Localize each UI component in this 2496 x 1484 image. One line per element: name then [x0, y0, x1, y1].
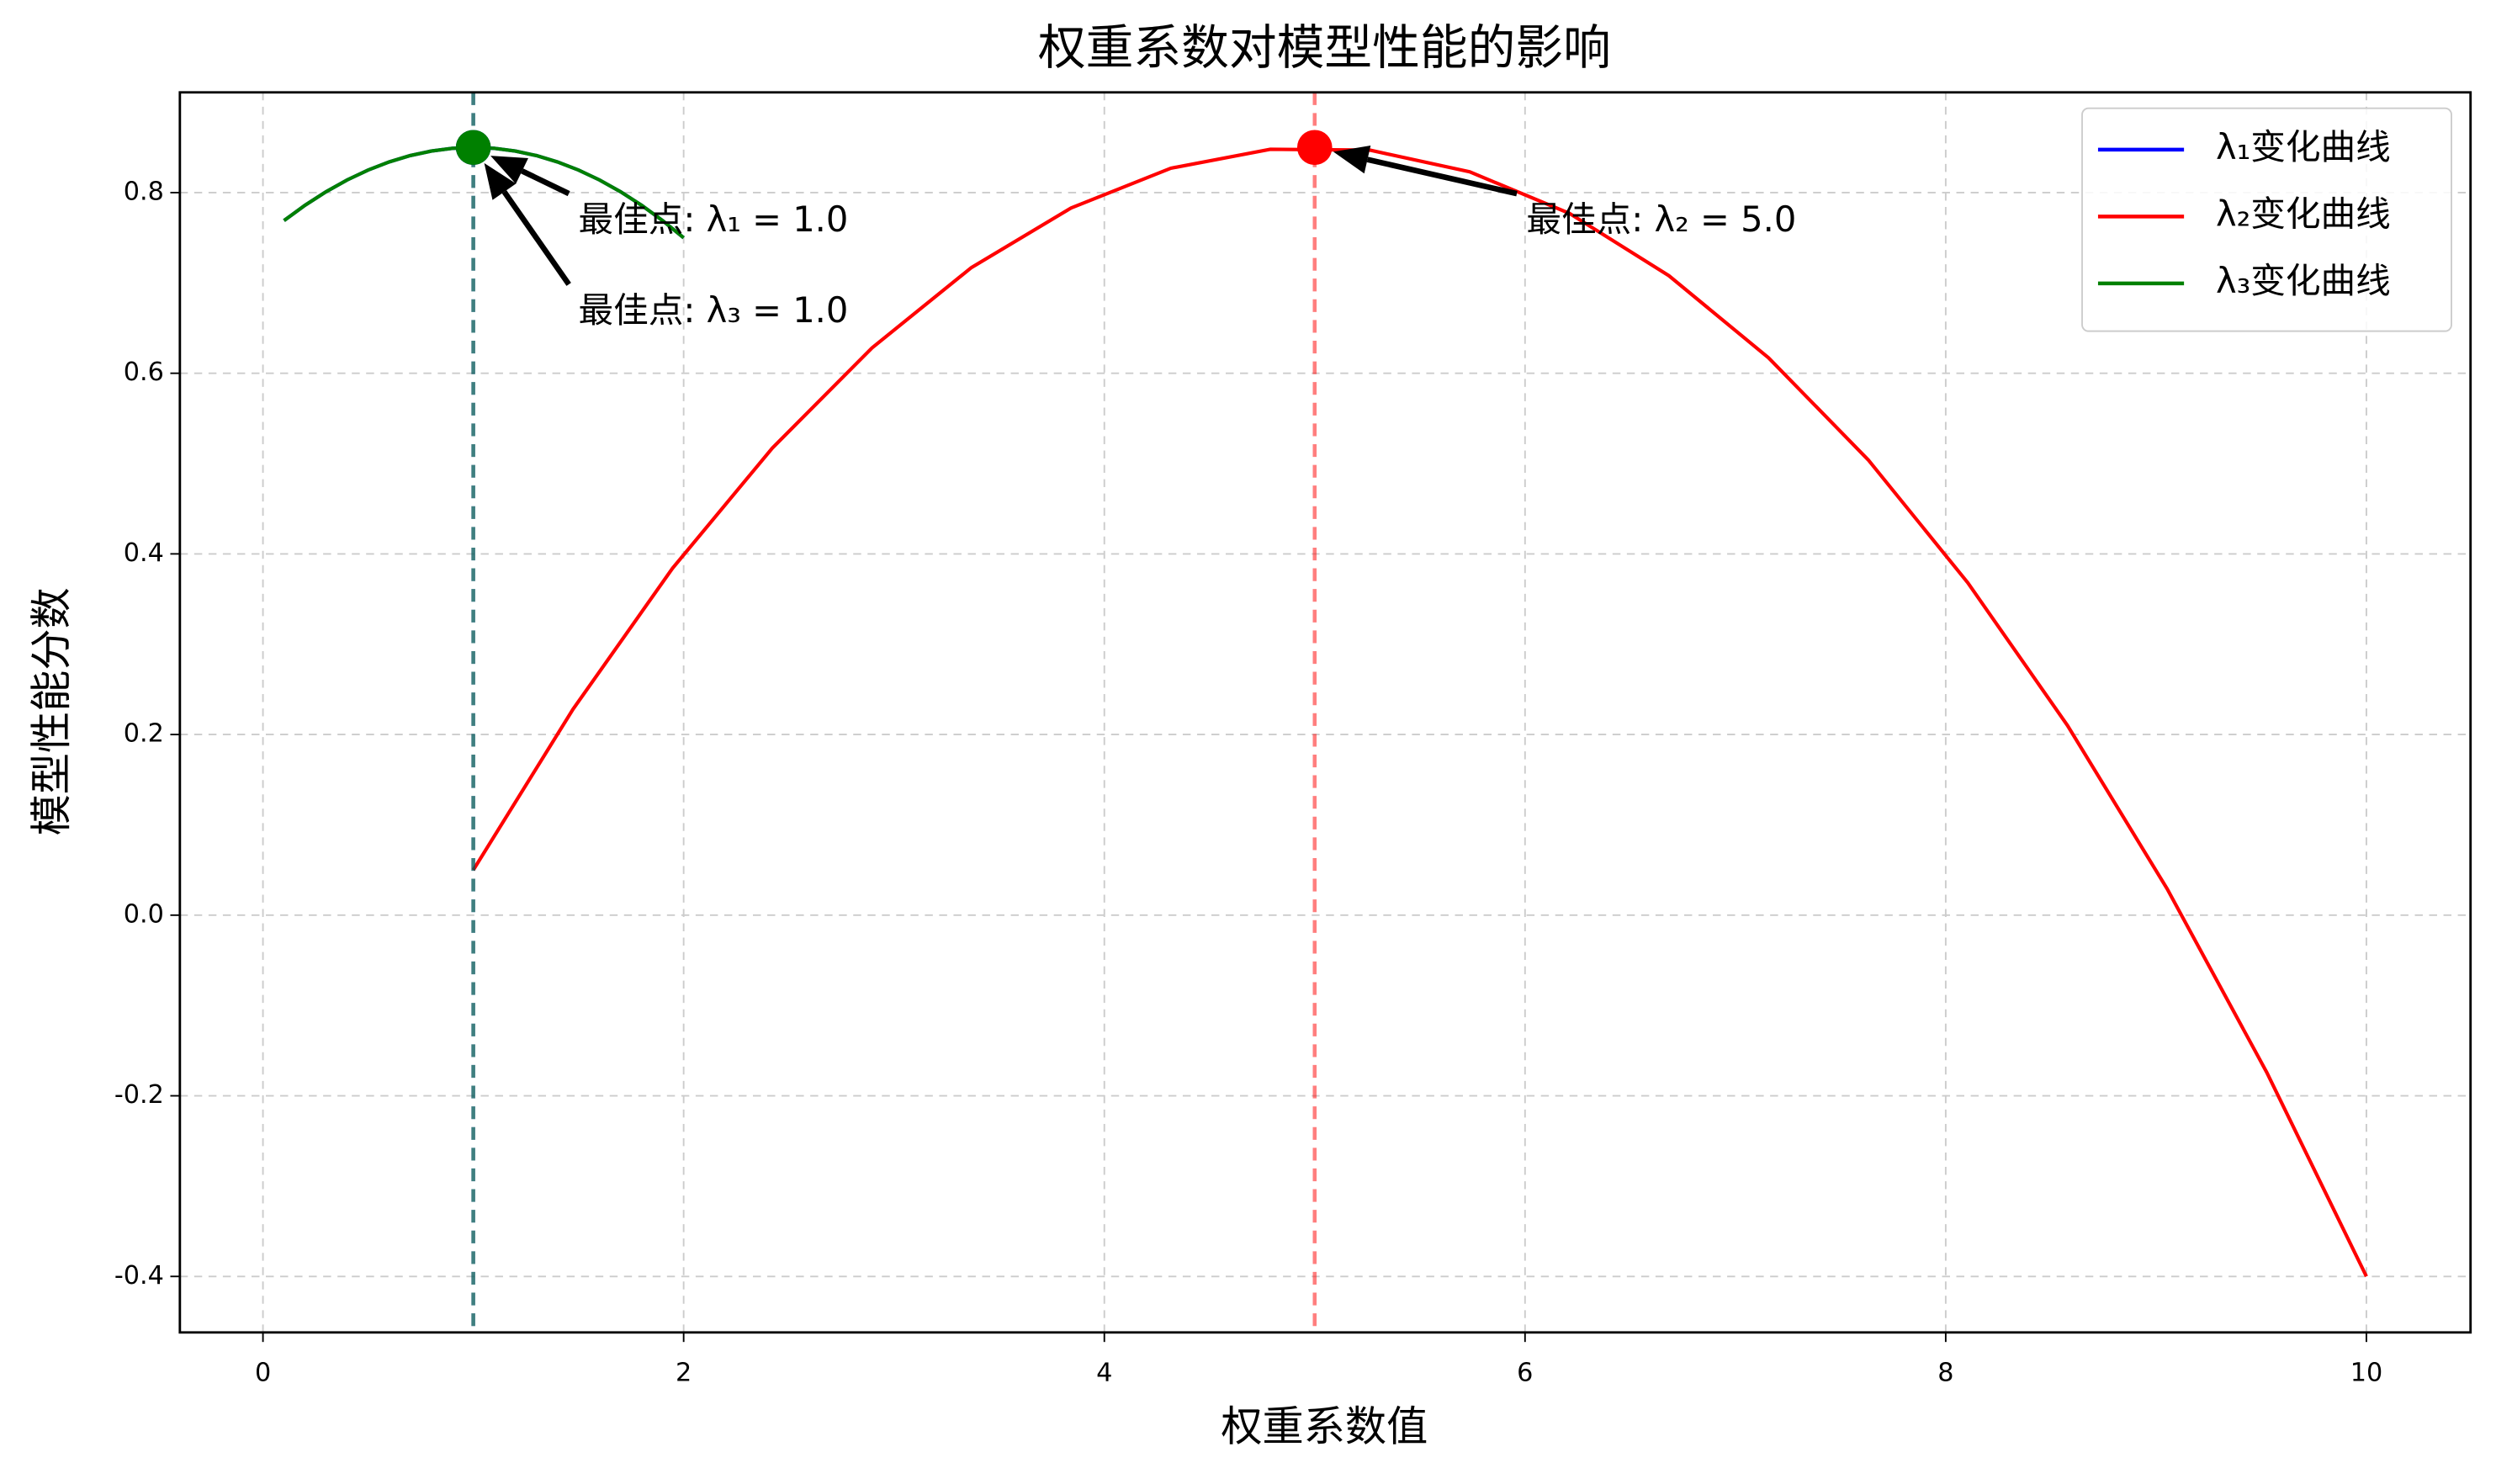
plot-frame: [178, 91, 2472, 1334]
y-tick-label: 0.0: [124, 899, 164, 929]
x-tick-label: 8: [1937, 1359, 1953, 1388]
legend-label: λ₃变化曲线: [2216, 260, 2391, 301]
y-tick-label: -0.4: [114, 1261, 164, 1291]
x-tick-label: 6: [1517, 1359, 1533, 1388]
x-tick-label: 2: [676, 1359, 692, 1388]
best-marker: [1296, 130, 1333, 166]
legend-label: λ₂变化曲线: [2216, 193, 2391, 234]
x-tick-label: 4: [1096, 1359, 1112, 1388]
legend-box: [2081, 107, 2452, 332]
line-series: [471, 147, 2368, 1278]
annotation-text: 最佳点: λ₁ = 1.0: [579, 199, 849, 240]
chart-title: 权重系数对模型性能的影响: [1038, 20, 1611, 76]
annotation-text: 最佳点: λ₃ = 1.0: [579, 289, 849, 331]
arrow-shaft: [1366, 156, 1518, 197]
y-tick-label: 0.6: [124, 358, 164, 387]
arrow-head: [490, 156, 528, 184]
y-axis-label: 模型性能分数: [27, 587, 76, 835]
y-tick-label: 0.2: [124, 719, 164, 749]
arrow-shaft: [501, 190, 571, 286]
legend-label: λ₁变化曲线: [2216, 126, 2391, 167]
arrow-head: [1333, 145, 1371, 174]
x-tick-label: 0: [255, 1359, 271, 1388]
arrow-shaft: [521, 168, 570, 197]
x-tick-label: 10: [2350, 1359, 2383, 1388]
x-axis-label: 权重系数值: [1221, 1402, 1428, 1451]
y-tick-label: 0.8: [124, 177, 164, 206]
best-marker: [455, 130, 491, 166]
y-tick-label: -0.2: [114, 1080, 164, 1110]
arrow-head: [484, 162, 517, 200]
y-tick-label: 0.4: [124, 538, 164, 568]
annotation-text: 最佳点: λ₂ = 5.0: [1526, 199, 1796, 240]
